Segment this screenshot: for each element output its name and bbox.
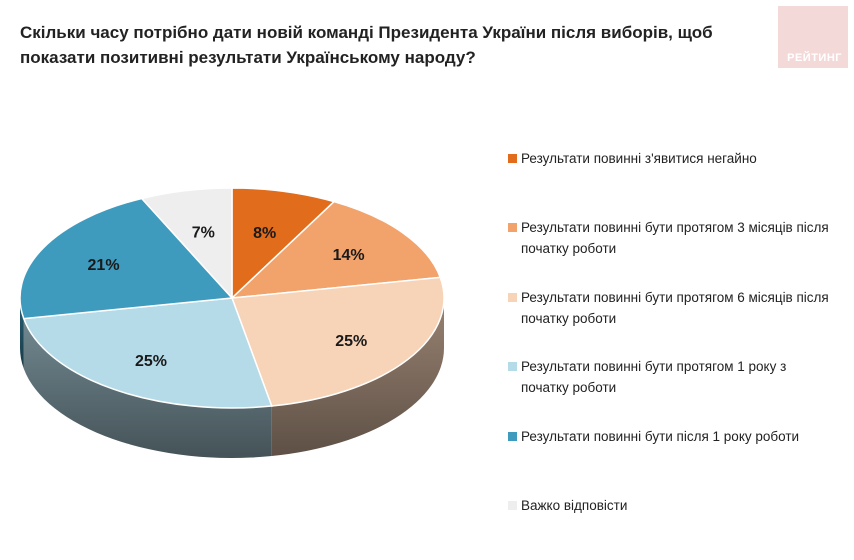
pie-slice-2 <box>229 200 442 299</box>
pie-side-3 <box>271 298 444 457</box>
chart-title: Скільки часу потрібно дати новій команді… <box>20 23 713 67</box>
legend-swatch <box>508 362 517 371</box>
slice-value-label: 14% <box>333 247 365 264</box>
legend-swatch <box>508 501 517 510</box>
legend-swatch <box>508 432 517 441</box>
legend-swatch <box>508 154 517 163</box>
legend-label: Результати повинні з'явитися негайно <box>521 151 757 166</box>
legend-label: Результати повинні бути протягом 1 року … <box>521 359 787 395</box>
legend: Результати повинні з'явитися негайно Резу… <box>508 0 848 560</box>
slice-value-label: 25% <box>335 333 367 350</box>
pie-slice-3 <box>230 276 445 407</box>
pie-side-4 <box>23 318 272 459</box>
legend-label: Важко відповісти <box>521 498 628 513</box>
pie-side-5 <box>20 298 24 369</box>
legend-label: Результати повинні бути протягом 6 місяц… <box>521 290 829 326</box>
rating-logo: РЕЙТИНГ <box>778 6 848 68</box>
pie-slice-5 <box>19 197 234 320</box>
pie-slice-1 <box>231 187 336 300</box>
pie-slice-6 <box>140 187 233 300</box>
legend-label: Результати повинні бути після 1 року роб… <box>521 429 800 444</box>
slice-value-label: 7% <box>192 224 215 241</box>
logo-text: РЕЙТИНГ <box>787 52 842 64</box>
pie-side-walls <box>20 298 444 459</box>
legend-swatch <box>508 223 517 232</box>
slice-value-label: 21% <box>88 257 120 274</box>
slice-value-label: 25% <box>135 353 167 370</box>
legend-swatch <box>508 293 517 302</box>
legend-label: Результати повинні бути протягом 3 місяц… <box>521 220 829 256</box>
pie-slice-4 <box>22 297 273 409</box>
slice-value-label: 8% <box>253 225 276 242</box>
